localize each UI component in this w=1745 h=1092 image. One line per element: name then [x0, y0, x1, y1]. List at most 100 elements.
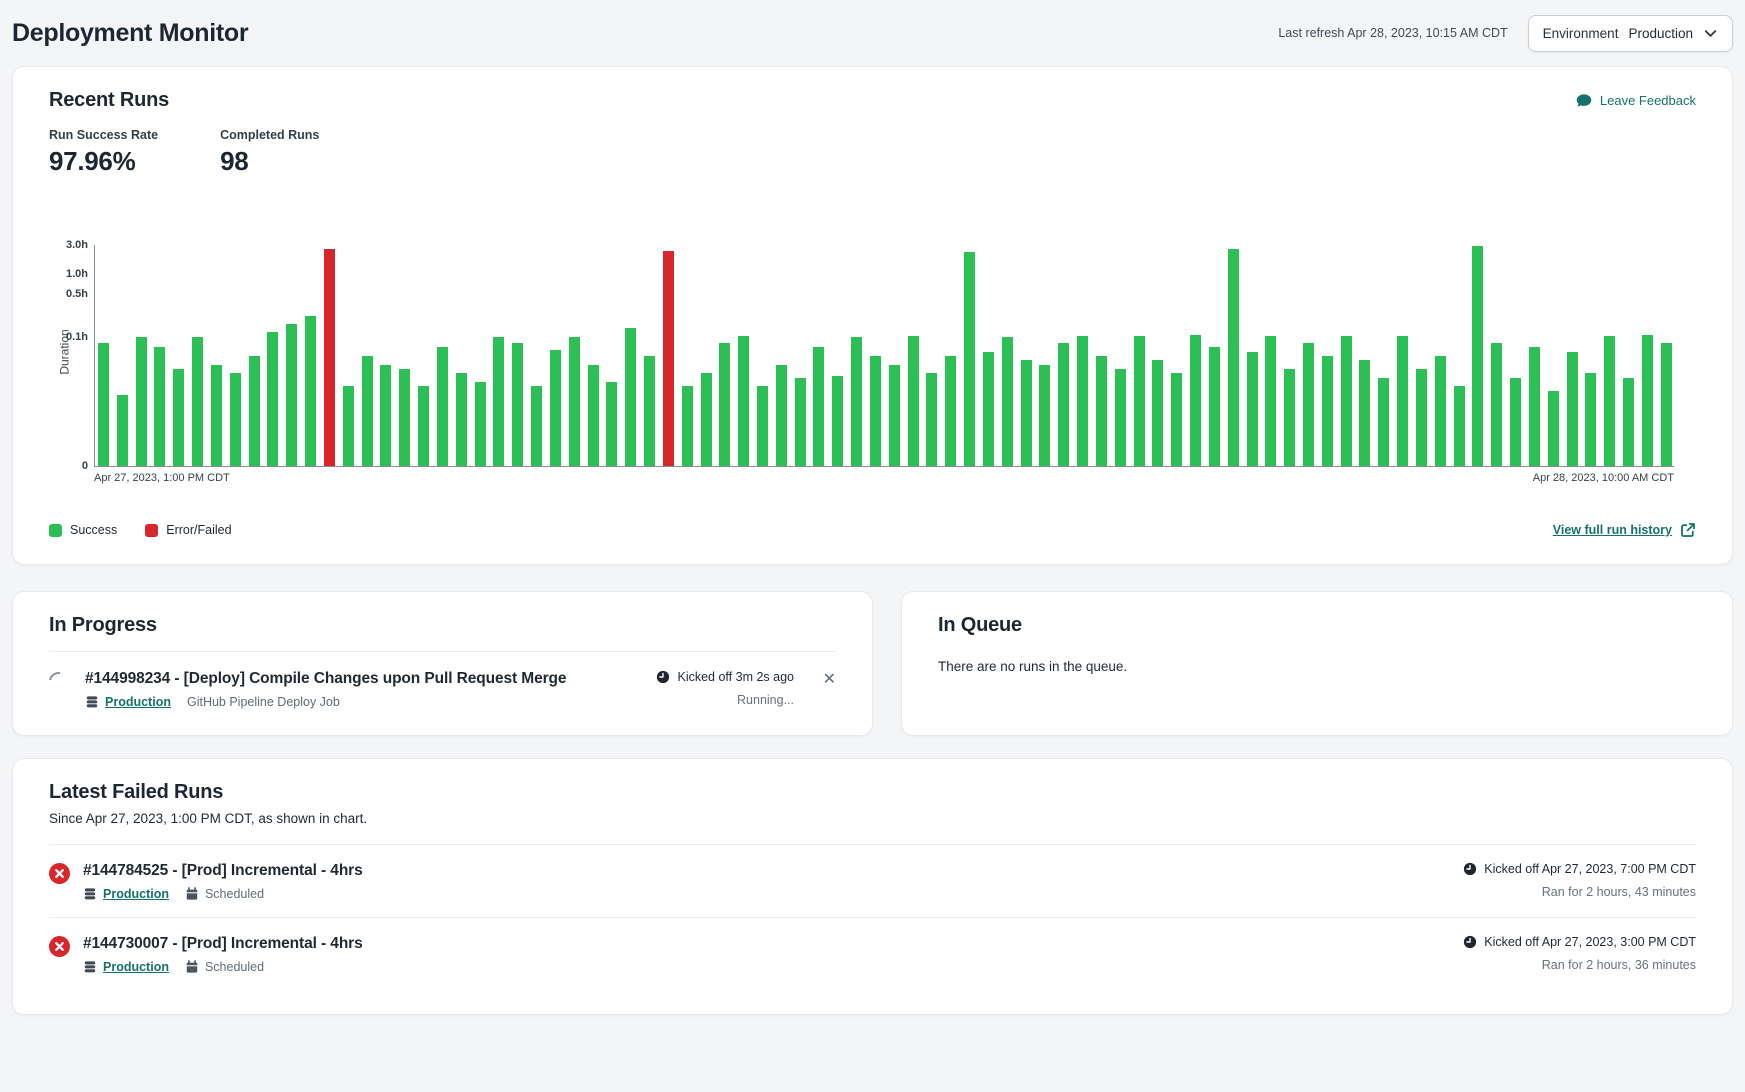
- view-full-run-history-link[interactable]: View full run history: [1553, 522, 1696, 538]
- run-bar[interactable]: [1604, 336, 1615, 466]
- run-bar[interactable]: [211, 365, 222, 466]
- run-bar[interactable]: [1454, 386, 1465, 466]
- run-bar[interactable]: [1228, 249, 1239, 466]
- run-bar[interactable]: [418, 386, 429, 466]
- run-bar[interactable]: [588, 365, 599, 466]
- close-icon[interactable]: ✕: [794, 670, 836, 688]
- run-bar[interactable]: [1322, 356, 1333, 466]
- run-bar[interactable]: [682, 386, 693, 466]
- clock-icon: [656, 670, 670, 684]
- environment-link[interactable]: Production: [105, 695, 171, 709]
- run-bar[interactable]: [267, 332, 278, 466]
- run-bar[interactable]: [757, 386, 768, 466]
- run-duration-label: Ran for 2 hours, 43 minutes: [1463, 885, 1696, 899]
- database-stack-icon: [85, 695, 99, 709]
- environment-link[interactable]: Production: [103, 960, 169, 974]
- run-bar[interactable]: [1021, 360, 1032, 466]
- run-bar[interactable]: [964, 252, 975, 466]
- environment-dropdown[interactable]: Environment Production: [1528, 15, 1733, 52]
- run-bar[interactable]: [531, 386, 542, 466]
- run-bar[interactable]: [776, 365, 787, 466]
- run-bar[interactable]: [738, 336, 749, 466]
- run-bar[interactable]: [1416, 369, 1427, 466]
- run-bar[interactable]: [1096, 356, 1107, 466]
- run-bar[interactable]: [1397, 336, 1408, 466]
- run-bar[interactable]: [1378, 378, 1389, 466]
- run-bar[interactable]: [230, 373, 241, 466]
- run-bar[interactable]: [1529, 347, 1540, 466]
- run-bar[interactable]: [380, 365, 391, 466]
- run-bar[interactable]: [983, 352, 994, 466]
- run-bar[interactable]: [644, 356, 655, 466]
- run-bar[interactable]: [701, 373, 712, 466]
- run-bar[interactable]: [456, 373, 467, 466]
- external-link-icon: [1680, 522, 1696, 538]
- run-bar[interactable]: [154, 347, 165, 466]
- run-bar[interactable]: [475, 382, 486, 466]
- latest-failed-runs-card: Latest Failed Runs Since Apr 27, 2023, 1…: [12, 758, 1733, 1015]
- run-bar[interactable]: [362, 356, 373, 466]
- run-bar[interactable]: [550, 350, 561, 466]
- run-bar[interactable]: [1152, 360, 1163, 466]
- run-bar[interactable]: [1585, 373, 1596, 466]
- run-bar[interactable]: [1209, 347, 1220, 466]
- run-bar[interactable]: [286, 324, 297, 466]
- run-bar[interactable]: [945, 356, 956, 466]
- environment-tag: Production: [85, 695, 171, 709]
- run-bar[interactable]: [719, 343, 730, 466]
- run-bar[interactable]: [1341, 336, 1352, 466]
- run-bar[interactable]: [569, 337, 580, 466]
- run-bar[interactable]: [117, 395, 128, 466]
- run-bar[interactable]: [399, 369, 410, 466]
- run-bar[interactable]: [1567, 352, 1578, 466]
- environment-link[interactable]: Production: [103, 887, 169, 901]
- run-bar[interactable]: [192, 337, 203, 466]
- run-bar[interactable]: [795, 378, 806, 466]
- run-bar[interactable]: [1642, 335, 1653, 466]
- run-bar[interactable]: [1171, 373, 1182, 466]
- run-bar[interactable]: [1472, 246, 1483, 466]
- run-bar[interactable]: [305, 316, 316, 467]
- run-bar[interactable]: [1077, 336, 1088, 466]
- run-bar[interactable]: [870, 356, 881, 466]
- run-bar[interactable]: [851, 337, 862, 466]
- run-bar[interactable]: [1548, 391, 1559, 466]
- leave-feedback-link[interactable]: Leave Feedback: [1575, 92, 1696, 110]
- run-bar[interactable]: [512, 343, 523, 466]
- run-bar[interactable]: [1247, 352, 1258, 466]
- run-bar[interactable]: [1510, 378, 1521, 466]
- run-bar[interactable]: [889, 365, 900, 466]
- error-badge-icon: [49, 935, 83, 962]
- run-bar[interactable]: [98, 343, 109, 466]
- run-bar[interactable]: [926, 373, 937, 466]
- run-bar[interactable]: [1002, 337, 1013, 466]
- run-bar[interactable]: [173, 369, 184, 466]
- run-bar[interactable]: [437, 347, 448, 466]
- run-bar[interactable]: [813, 347, 824, 466]
- run-bar[interactable]: [1039, 365, 1050, 466]
- run-bar[interactable]: [249, 356, 260, 466]
- run-bar[interactable]: [1058, 343, 1069, 466]
- run-bar[interactable]: [1435, 356, 1446, 466]
- run-bar[interactable]: [1623, 378, 1634, 466]
- run-bar[interactable]: [493, 337, 504, 466]
- run-bar[interactable]: [1134, 336, 1145, 466]
- run-bar[interactable]: [136, 337, 147, 466]
- run-bar[interactable]: [663, 251, 674, 466]
- run-bar[interactable]: [1190, 335, 1201, 466]
- run-bar[interactable]: [1359, 360, 1370, 466]
- run-bar[interactable]: [625, 328, 636, 466]
- run-bar[interactable]: [832, 376, 843, 466]
- run-bar[interactable]: [1115, 369, 1126, 466]
- run-bar[interactable]: [1284, 369, 1295, 466]
- leave-feedback-label: Leave Feedback: [1600, 93, 1696, 108]
- run-bar[interactable]: [343, 386, 354, 466]
- run-bar[interactable]: [324, 249, 335, 466]
- run-bar[interactable]: [1661, 343, 1672, 466]
- run-bar[interactable]: [1491, 343, 1502, 466]
- recent-runs-card: Recent Runs Leave Feedback Run Success R…: [12, 66, 1733, 565]
- run-bar[interactable]: [908, 336, 919, 466]
- run-bar[interactable]: [606, 382, 617, 466]
- run-bar[interactable]: [1303, 343, 1314, 466]
- run-bar[interactable]: [1265, 336, 1276, 466]
